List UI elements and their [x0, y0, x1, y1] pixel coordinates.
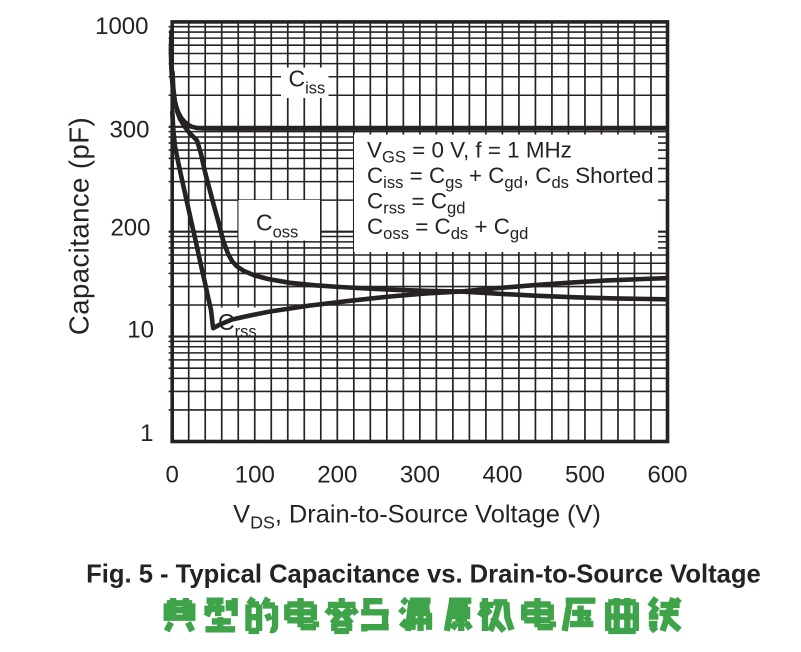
svg-text:10: 10 — [127, 317, 154, 344]
svg-text:500: 500 — [565, 461, 605, 488]
svg-text:VGS = 0 V, f = 1 MHz: VGS = 0 V, f = 1 MHz — [367, 137, 572, 166]
svg-text:300: 300 — [400, 461, 440, 488]
svg-text:0: 0 — [166, 461, 179, 488]
svg-text:400: 400 — [482, 461, 522, 488]
svg-text:300: 300 — [109, 117, 149, 144]
svg-text:200: 200 — [317, 461, 357, 488]
svg-text:Fig. 5 - Typical Capacitance v: Fig. 5 - Typical Capacitance vs. Drain-t… — [86, 561, 761, 589]
svg-text:Ciss = Cgs + Cgd, Cds Shorted: Ciss = Cgs + Cgd, Cds Shorted — [367, 163, 654, 192]
svg-text:100: 100 — [235, 461, 275, 488]
svg-text:1000: 1000 — [95, 13, 148, 40]
svg-text:1: 1 — [140, 420, 153, 447]
svg-text:VDS, Drain-to-Source Voltage (: VDS, Drain-to-Source Voltage (V) — [233, 501, 601, 533]
svg-text:600: 600 — [647, 461, 687, 488]
svg-text:200: 200 — [110, 215, 150, 242]
svg-text:Capacitance (pF): Capacitance (pF) — [64, 117, 95, 335]
